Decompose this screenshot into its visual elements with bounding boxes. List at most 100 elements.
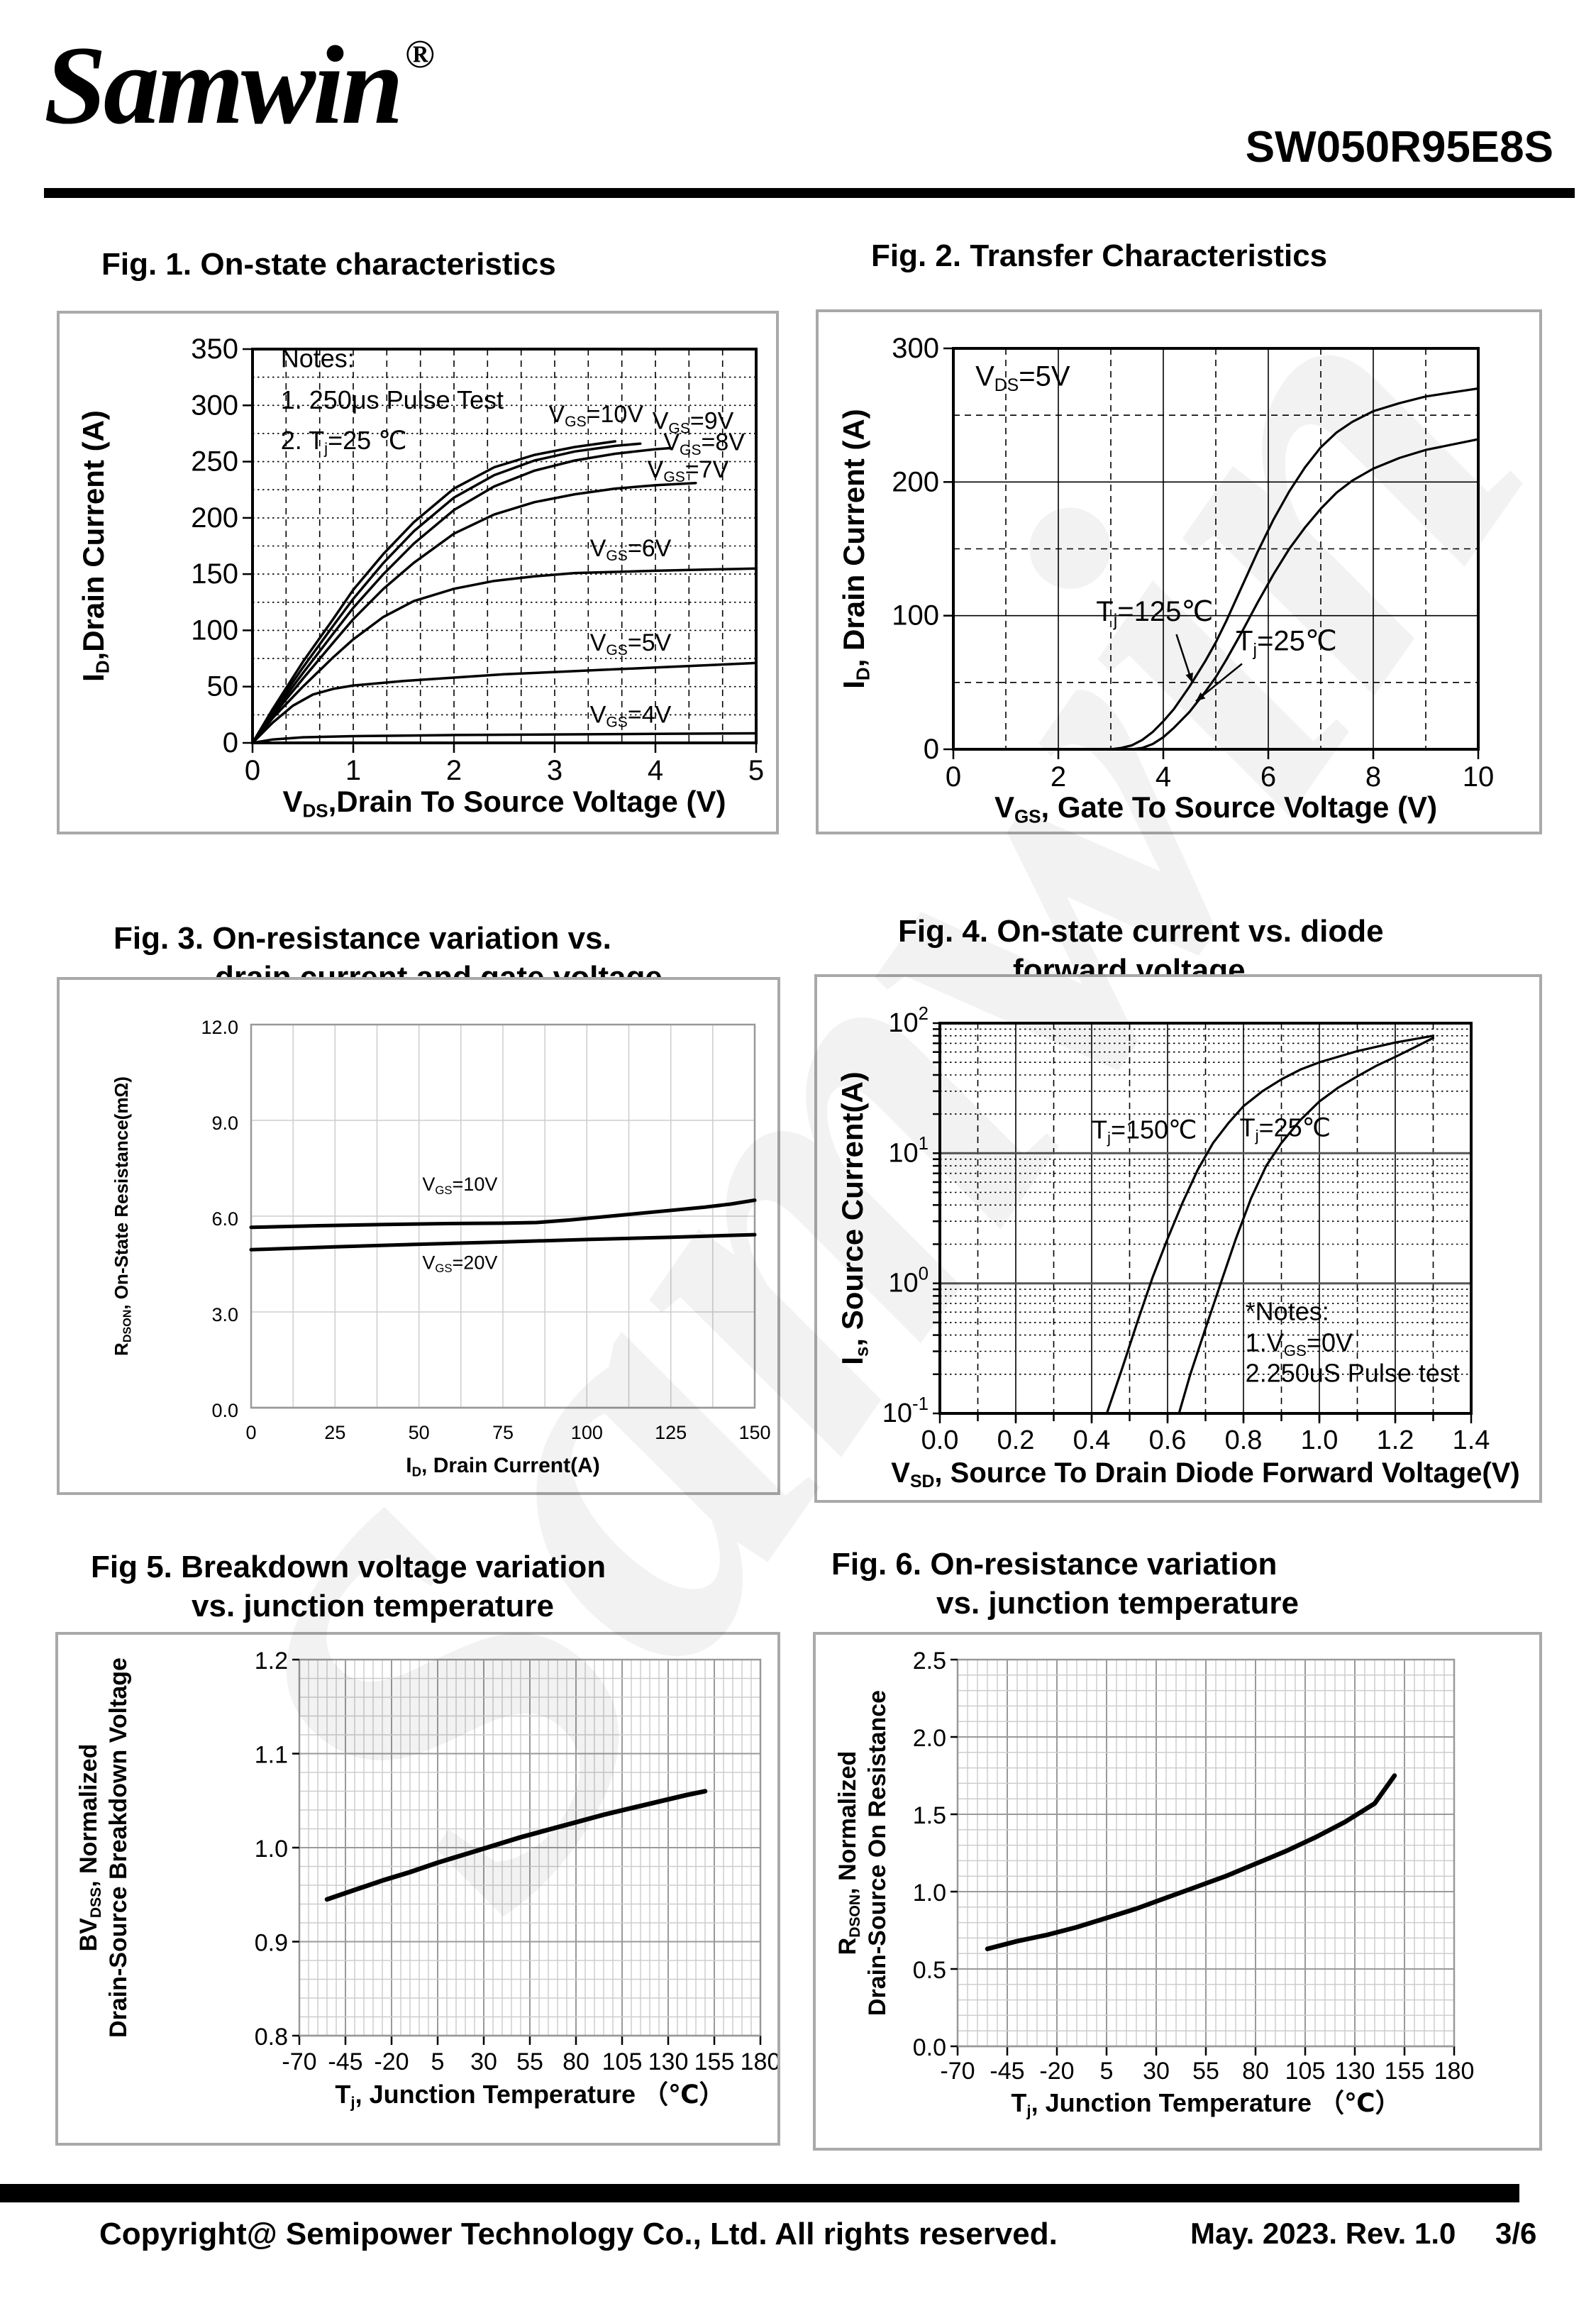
x-tick-label: 2 [1051, 761, 1066, 793]
x-tick-label: 5 [748, 755, 764, 786]
x-tick-label: 0 [245, 1422, 256, 1443]
fig3-chart: 0 25 50 75 100 125 150 0.0 3.0 6.0 9.0 12.0 VGS=10V V… [111, 1017, 771, 1479]
condition-label: VDS=5V [975, 361, 1070, 395]
y-tick-label: 150 [191, 558, 238, 590]
y-axis-label: Drain-Source Breakdown Voltage [105, 1657, 132, 2038]
curve-label: VGS=10V [548, 401, 643, 430]
fig5-title-line1: Fig 5. Breakdown voltage variation [91, 1550, 606, 1584]
figure-5-frame: -70 -45 -20 5 30 55 80 105 130 155 180 0.8 0.9 1.0 1.1… [55, 1632, 780, 2146]
y-tick-label: 100 [191, 614, 238, 646]
fig6-title-line2: vs. junction temperature [936, 1586, 1299, 1621]
y-tick-label: 100 [892, 600, 939, 631]
y-tick-label: 1.5 [913, 1802, 946, 1829]
x-tick-label: -20 [374, 2048, 409, 2075]
y-tick-label: 1.0 [913, 1880, 946, 1907]
y-tick-label: 200 [892, 466, 939, 497]
curve-label: Tj=25℃ [1236, 626, 1337, 660]
x-tick-label: 5 [1100, 2058, 1114, 2085]
y-tick-label: 101 [888, 1134, 929, 1168]
fig6-title-line1: Fig. 6. On-resistance variation [831, 1547, 1278, 1582]
x-axis-label: VGS, Gate To Source Voltage (V) [994, 790, 1437, 827]
y-tick-label: 1.0 [255, 1836, 288, 1863]
y-tick-label: 9.0 [211, 1113, 238, 1134]
x-tick-label: -70 [282, 2048, 316, 2075]
note-line: 2.250uS Pulse test [1246, 1358, 1460, 1387]
x-tick-label: 150 [738, 1422, 770, 1443]
footer-revision: May. 2023. Rev. 1.0 [1190, 2217, 1456, 2250]
x-tick-label: 75 [492, 1422, 514, 1443]
y-axis-label: Is, Source Current(A) [836, 1071, 872, 1365]
y-tick-label: 50 [207, 671, 239, 702]
x-tick-label: 1.0 [1301, 1425, 1339, 1455]
y-tick-label: 0 [924, 734, 939, 765]
curve-label: VGS=9V [653, 408, 734, 437]
curve-label: VGS=6V [590, 535, 672, 564]
x-tick-label: -45 [328, 2048, 362, 2075]
curve-label: VGS=10V [422, 1174, 497, 1197]
fig6-chart: -70 -45 -20 5 30 55 80 105 130 155 180 0.0 0.5 1.0 1.5… [834, 1648, 1475, 2120]
curve-label: VGS=20V [422, 1252, 497, 1275]
curve-label: VGS=8V [663, 429, 745, 458]
curve-label: Tj=125℃ [1096, 596, 1213, 630]
footer-page-number: 3/6 [1495, 2217, 1537, 2250]
x-axis-label: ID, Drain Current(A) [406, 1454, 599, 1479]
x-tick-label: 0.6 [1149, 1425, 1187, 1455]
x-tick-label: 0.0 [921, 1425, 959, 1455]
y-tick-label: 3.0 [211, 1304, 238, 1325]
x-tick-label: 180 [741, 2048, 777, 2075]
y-axis-label: ID, Drain Current (A) [837, 409, 874, 688]
y-tick-label: 2.0 [913, 1725, 946, 1752]
x-axis-label: Tj, Junction Temperature （℃） [335, 2080, 724, 2112]
series-vgs-4v [251, 732, 758, 744]
y-tick-label: 300 [892, 333, 939, 364]
series-vgs-10v [251, 440, 616, 744]
x-tick-label: -45 [990, 2058, 1024, 2085]
note-line: Notes: [281, 343, 355, 373]
annotation-arrow [1195, 663, 1243, 702]
x-tick-label: 0.4 [1073, 1425, 1111, 1455]
y-tick-label: 0 [223, 727, 238, 758]
x-tick-label: 130 [1335, 2058, 1375, 2085]
y-tick-label: 0.0 [211, 1400, 238, 1421]
x-tick-label: 0.2 [997, 1425, 1035, 1455]
y-tick-label: 6.0 [211, 1208, 238, 1230]
y-tick-label: 0.0 [913, 2034, 946, 2061]
header-rule [44, 188, 1575, 198]
note-line: *Notes: [1246, 1297, 1329, 1326]
series-vgs-10v [249, 1198, 757, 1230]
curve-label: VGS=7V [648, 456, 729, 485]
x-tick-label: 80 [1242, 2058, 1269, 2085]
x-tick-label: 3 [547, 755, 563, 786]
series-tj-125c [1109, 387, 1480, 751]
part-number: SW050R95E8S [1245, 123, 1553, 172]
fig4-chart: 0.0 0.2 0.4 0.6 0.8 1.0 1.2 1.4 102 101 100 10-1 Tj=… [836, 1004, 1520, 1491]
x-tick-label: 100 [571, 1422, 603, 1443]
x-tick-label: -70 [940, 2058, 975, 2085]
note-line: 1.VGS=0V [1246, 1328, 1353, 1360]
series-bvdss-normalized [324, 1789, 708, 1902]
brand-logo-text: Samwin [44, 23, 404, 148]
y-axis-label: BVDSS, Normalized [75, 1744, 104, 1952]
y-tick-label: 12.0 [201, 1017, 238, 1038]
annotation-arrowhead [1185, 672, 1193, 683]
x-tick-label: 0 [245, 755, 260, 786]
x-tick-label: 8 [1365, 761, 1381, 793]
x-tick-label: 1 [345, 755, 361, 786]
y-axis-label: ID,Drain Current (A) [77, 410, 113, 682]
x-tick-label: 30 [470, 2048, 497, 2075]
y-tick-label: 350 [191, 333, 238, 365]
fig2-chart: 0 2 4 6 8 100100200300Tj=125℃Tj=25℃VDS=5VVGS,… [837, 333, 1494, 827]
curve-label: VGS=4V [590, 701, 672, 730]
fig5-chart: -70 -45 -20 5 30 55 80 105 130 155 180 0.8 0.9 1.0 1.1… [75, 1648, 777, 2112]
x-tick-label: 105 [602, 2048, 643, 2075]
fig5-title-line2: vs. junction temperature [192, 1589, 555, 1623]
y-axis-label: RDSON, Normalized [834, 1751, 863, 1955]
fig2-title: Fig. 2. Transfer Characteristics [871, 238, 1328, 273]
x-tick-label: 6 [1260, 761, 1276, 793]
x-tick-label: 1.4 [1453, 1425, 1490, 1455]
series-rdson-normalized [985, 1773, 1397, 1951]
x-tick-label: 180 [1434, 2058, 1475, 2085]
figure-3-frame: 0 25 50 75 100 125 150 0.0 3.0 6.0 9.0 12.0 VGS=10V V… [57, 977, 780, 1495]
y-tick-label: 1.2 [255, 1648, 288, 1675]
